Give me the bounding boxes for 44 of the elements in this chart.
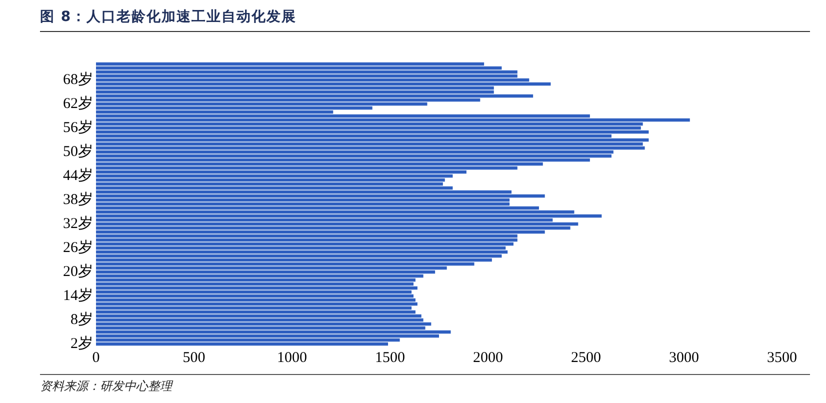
y-tick-label: 68岁 — [63, 70, 93, 88]
bar — [96, 302, 418, 306]
bar — [96, 238, 518, 242]
y-tick-label: 26岁 — [63, 238, 93, 256]
bar — [96, 70, 518, 74]
y-tick-label: 14岁 — [63, 286, 93, 304]
x-tick-label: 2000 — [473, 350, 503, 366]
bar — [96, 214, 602, 218]
y-tick-label: 62岁 — [63, 94, 93, 112]
bar — [96, 118, 690, 122]
y-tick-label: 44岁 — [63, 166, 93, 184]
text: 资料来源：研发中心整理 — [40, 378, 172, 395]
y-tick-label: 50岁 — [63, 142, 93, 160]
bar — [96, 222, 578, 226]
bar — [96, 138, 649, 142]
bar — [96, 298, 416, 302]
y-tick-label: 8岁 — [70, 310, 93, 328]
bar — [96, 94, 534, 98]
x-tick-label: 3500 — [767, 350, 797, 366]
bar — [96, 322, 432, 326]
bar — [96, 130, 649, 134]
bar — [96, 82, 551, 86]
x-tick-label: 0 — [92, 350, 100, 366]
bar — [96, 330, 451, 334]
bar — [96, 314, 422, 318]
x-tick-label: 500 — [182, 350, 206, 366]
bar — [96, 250, 508, 254]
y-tick-label: 38岁 — [63, 190, 93, 208]
x-tick-label: 1000 — [277, 350, 307, 366]
x-tick-label: 2500 — [571, 350, 601, 366]
bar — [96, 194, 545, 198]
bar — [96, 154, 612, 158]
bar — [96, 294, 414, 298]
bar — [96, 286, 418, 290]
x-tick-label: 1500 — [375, 350, 405, 366]
chart-title: 图 8：人口老龄化加速工业自动化发展 — [40, 8, 297, 26]
y-tick-label: 20岁 — [63, 262, 93, 280]
y-tick-label: 32岁 — [63, 214, 93, 232]
y-tick-label: 2岁 — [70, 334, 93, 352]
bar — [96, 282, 414, 286]
y-tick-label: 56岁 — [63, 118, 93, 136]
x-tick-label: 3000 — [669, 350, 699, 366]
bar — [96, 146, 645, 150]
bar — [96, 242, 514, 246]
